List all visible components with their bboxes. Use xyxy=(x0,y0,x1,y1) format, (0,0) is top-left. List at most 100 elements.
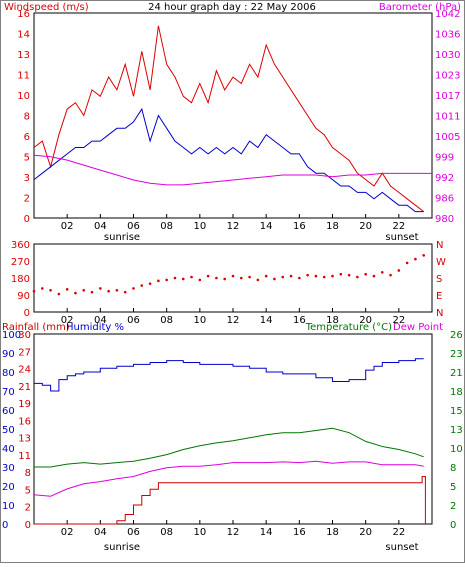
wind-direction-point xyxy=(264,274,268,278)
sunrise-label-bottom: sunrise xyxy=(104,542,140,553)
wind-panel-xtick-label: 06 xyxy=(127,221,140,232)
barometer-line xyxy=(33,154,432,186)
climate-panel-frame xyxy=(33,333,433,525)
wind-direction-point xyxy=(173,276,177,280)
direction-panel-xtick-label: 16 xyxy=(293,315,306,326)
wind-direction-point xyxy=(82,288,86,292)
wind-ytick-label: 16 xyxy=(17,9,30,20)
climate-panel-xtick-label: 16 xyxy=(293,527,306,538)
wind-direction-point xyxy=(422,254,426,257)
wind-direction-point xyxy=(223,277,227,281)
wind-direction-point xyxy=(165,278,168,282)
climate-panel-xtick-label: 12 xyxy=(227,527,240,538)
wind-direction-point xyxy=(99,287,102,290)
barometer-ytick-label: 1030 xyxy=(435,50,460,61)
barometer-ytick-label: 1042 xyxy=(435,9,460,20)
wind-direction-point xyxy=(190,275,193,279)
direction-compass-label: W xyxy=(436,257,446,268)
wind-direction-point xyxy=(157,279,160,283)
barometer-ytick-label: 1017 xyxy=(435,91,460,102)
wind-direction-point xyxy=(148,282,152,285)
temperature-ytick-label: 26 xyxy=(450,330,463,341)
wind-direction-point xyxy=(331,274,334,278)
rainfall-ytick-label: 11 xyxy=(18,451,31,462)
climate-panel-xtick-label: 06 xyxy=(127,527,140,538)
wind-ytick-label: 5 xyxy=(24,153,30,164)
rainfall-ytick-label: 2 xyxy=(25,503,31,514)
humidity-ytick-label: 90 xyxy=(2,349,15,360)
direction-ytick-label: 0 xyxy=(24,308,30,319)
wind-ytick-label: 13 xyxy=(17,50,30,61)
wind-direction-point xyxy=(215,276,218,280)
windspeed-average-line xyxy=(33,107,424,213)
temperature-ytick-label: 0 xyxy=(450,520,456,531)
temperature-ytick-label: 23 xyxy=(450,349,463,360)
climate-panel-xtick-label: 22 xyxy=(392,527,405,538)
barometer-ytick-label: 999 xyxy=(435,153,454,164)
barometer-ytick-label: 992 xyxy=(435,173,454,184)
direction-ytick-label: 180 xyxy=(11,274,30,285)
wind-direction-point xyxy=(389,273,392,277)
wind-panel-xtick-label: 08 xyxy=(160,221,173,232)
temperature-line xyxy=(34,427,424,468)
humidity-ytick-label: 70 xyxy=(2,387,15,398)
direction-compass-label: E xyxy=(436,291,442,302)
wind-direction-point xyxy=(115,288,119,292)
wind-panel-xtick-label: 10 xyxy=(193,221,206,232)
humidity-axis-label: Humidity % xyxy=(66,322,124,333)
wind-panel-xtick-label: 16 xyxy=(293,221,306,232)
humidity-ytick-label: 80 xyxy=(2,368,15,379)
dewpoint-line xyxy=(33,460,424,497)
barometer-ytick-label: 980 xyxy=(435,214,454,225)
wind-direction-point xyxy=(40,287,44,290)
direction-panel-xtick-label: 18 xyxy=(326,315,339,326)
wind-direction-point xyxy=(239,276,243,280)
wind-ytick-label: 2 xyxy=(24,194,30,205)
wind-ytick-label: 3 xyxy=(24,173,30,184)
climate-panel-xtick-label: 18 xyxy=(326,527,339,538)
temperature-axis-label: Temperature (°C) xyxy=(305,322,392,333)
wind-direction-point xyxy=(90,290,94,294)
wind-direction-point xyxy=(248,275,251,279)
wind-direction-point xyxy=(339,272,343,276)
wind-ytick-label: 6 xyxy=(24,132,30,143)
climate-panel-xtick-label: 08 xyxy=(160,527,173,538)
wind-ytick-label: 10 xyxy=(17,91,30,102)
wind-ytick-label: 8 xyxy=(24,112,30,123)
rainfall-ytick-label: 24 xyxy=(18,365,31,376)
humidity-ytick-label: 30 xyxy=(2,463,15,474)
wind-direction-point xyxy=(107,289,110,293)
wind-ytick-label: 11 xyxy=(17,71,30,82)
direction-panel-xtick-label: 12 xyxy=(227,315,240,326)
wind-panel-xtick-label: 04 xyxy=(94,221,107,232)
wind-direction-point xyxy=(414,257,417,261)
direction-panel-xtick-label: 20 xyxy=(359,315,372,326)
rainfall-ytick-label: 30 xyxy=(18,330,31,341)
wind-direction-point xyxy=(140,284,144,287)
rainfall-ytick-label: 8 xyxy=(25,468,31,479)
rainfall-axis-label: Rainfall (mm) xyxy=(2,322,70,333)
wind-direction-point xyxy=(49,288,52,292)
wind-panel-xtick-label: 22 xyxy=(392,221,405,232)
wind-panel-frame xyxy=(33,12,433,219)
rainfall-line xyxy=(34,476,426,525)
wind-direction-point xyxy=(273,277,276,281)
temperature-ytick-label: 13 xyxy=(450,425,463,436)
rainfall-ytick-label: 13 xyxy=(18,434,31,445)
wind-panel-xtick-label: 12 xyxy=(227,221,240,232)
rainfall-ytick-label: 21 xyxy=(18,382,31,393)
humidity-ytick-label: 10 xyxy=(2,501,15,512)
wind-direction-point xyxy=(298,276,301,280)
rainfall-ytick-label: 5 xyxy=(25,485,31,496)
wind-direction-point xyxy=(132,287,135,290)
sunset-label-bottom: sunset xyxy=(385,542,418,553)
wind-panel-xtick-label: 20 xyxy=(359,221,372,232)
direction-panel-xtick-label: 10 xyxy=(193,315,206,326)
direction-ytick-label: 90 xyxy=(17,291,30,302)
humidity-ytick-label: 40 xyxy=(2,444,15,455)
barometer-axis-label: Barometer (hPa) xyxy=(379,2,461,13)
wind-direction-point xyxy=(364,272,367,276)
wind-direction-point xyxy=(65,288,69,291)
wind-direction-point xyxy=(405,261,409,265)
windspeed-axis-label: Windspeed (m/s) xyxy=(4,2,89,13)
